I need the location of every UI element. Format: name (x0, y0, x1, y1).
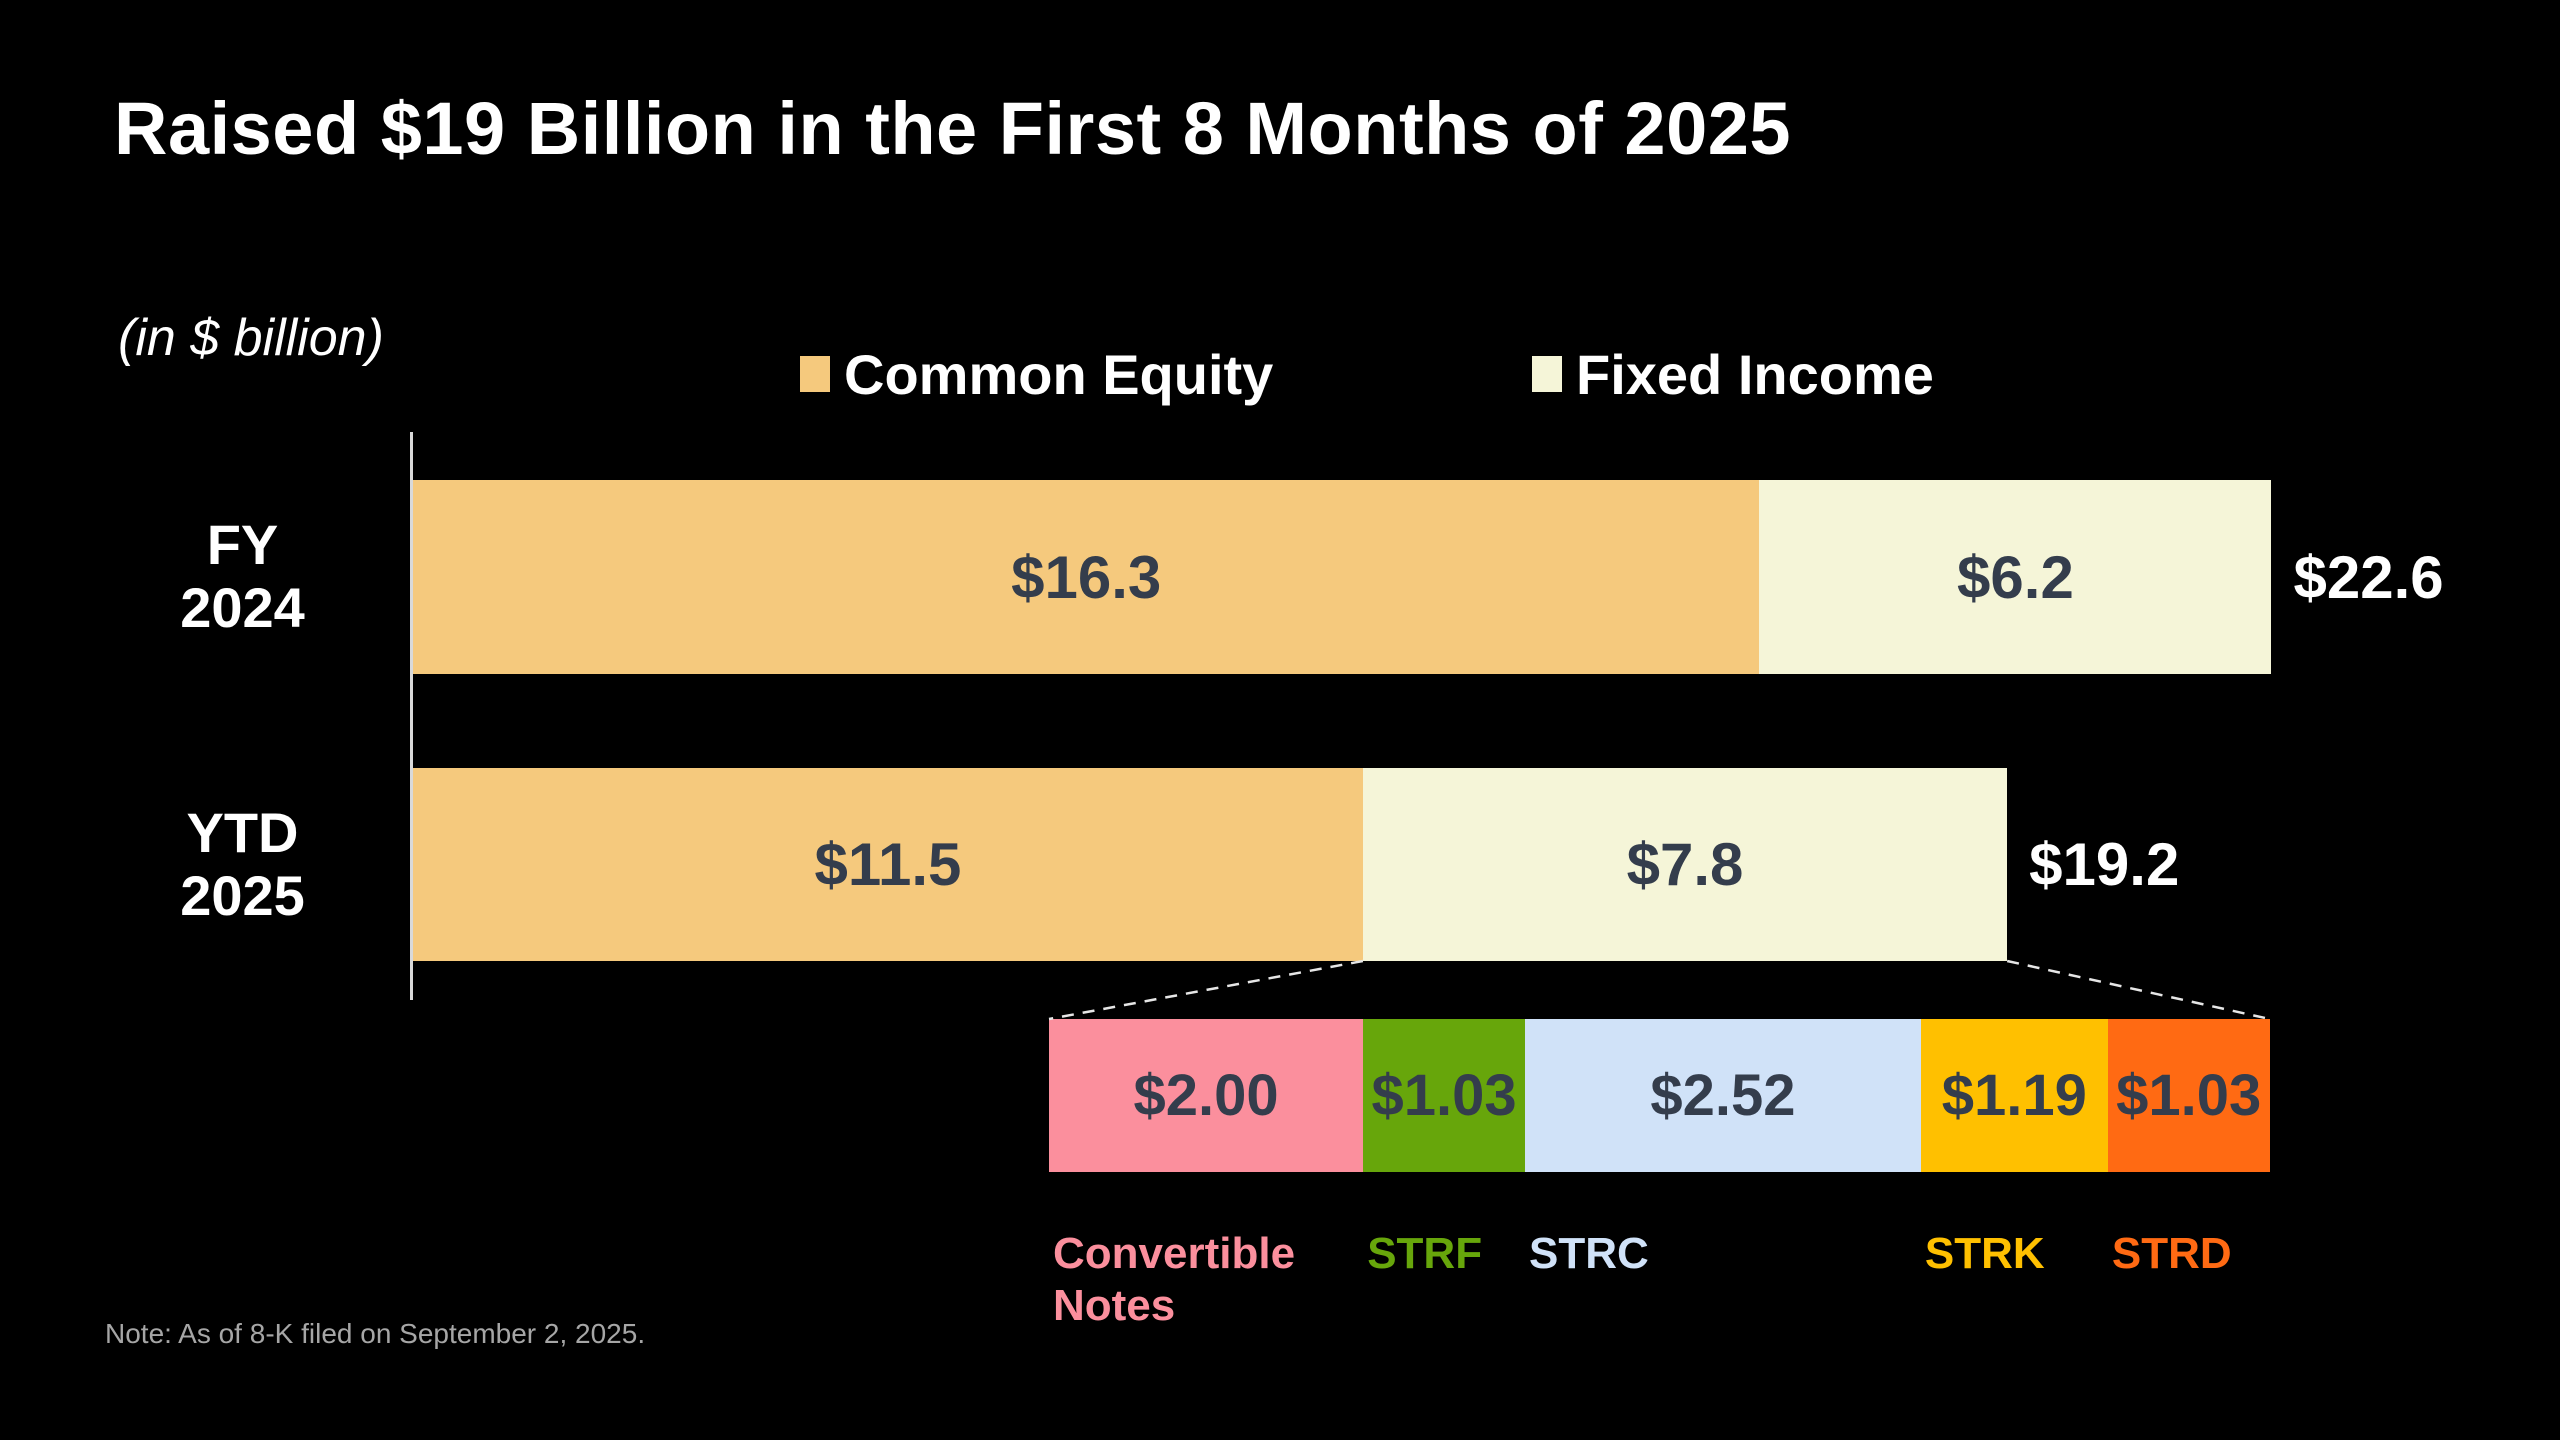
category-label-ytd-2025: YTD 2025 (85, 768, 400, 961)
breakdown-category-label-convertible-notes: Convertible Notes (1053, 1229, 1296, 1330)
bar-value-label: $7.8 (1626, 831, 1744, 898)
legend-item-common-equity: Common Equity (800, 342, 1273, 406)
breakdown-segment-convertible-notes: $2.00 (1049, 1019, 1364, 1172)
breakdown-segment-strk: $1.19 (1920, 1019, 2108, 1172)
breakdown-value-label: $2.52 (1650, 1063, 1796, 1128)
y-axis-line (410, 432, 413, 1000)
bar-segment-fixed-income: $6.2 (1759, 480, 2272, 674)
breakdown-value-label: $1.03 (1371, 1063, 1517, 1128)
category-label-line: 2025 (180, 863, 305, 927)
breakdown-value-label: $1.19 (1941, 1063, 2087, 1128)
bar-segment-common-equity: $11.5 (413, 768, 1363, 961)
breakdown-value-label: $2.00 (1133, 1063, 1279, 1128)
breakdown-category-label-strc: STRC (1529, 1229, 1649, 1278)
legend-label-fixed-income: Fixed Income (1576, 342, 1934, 406)
category-label-line: 2024 (180, 576, 305, 639)
bar-total-label: $19.2 (2029, 831, 2180, 898)
breakdown-category-label-strk: STRK (1924, 1229, 2045, 1278)
category-label-line: FY (206, 513, 279, 577)
bar-value-label: $11.5 (814, 831, 962, 898)
page-title: Raised $19 Billion in the First 8 Months… (114, 87, 1792, 170)
legend-swatch-fixed-income (1532, 356, 1562, 392)
category-label-fy-2024: FY 2024 (85, 480, 400, 674)
unit-note: (in $ billion) (118, 309, 384, 367)
category-label-line: YTD (186, 800, 299, 864)
bar-value-label: $16.3 (1011, 543, 1162, 611)
legend-label-common-equity: Common Equity (844, 342, 1274, 406)
legend-swatch-common-equity (800, 356, 830, 392)
breakdown-segment-strf: $1.03 (1363, 1019, 1525, 1172)
breakdown-category-label-strd: STRD (2111, 1229, 2232, 1278)
breakdown-segment-strd: $1.03 (2107, 1019, 2270, 1172)
breakdown-category-label-strf: STRF (1367, 1229, 1483, 1278)
bar-segment-common-equity: $16.3 (413, 480, 1760, 674)
breakdown-value-label: $1.03 (2116, 1063, 2262, 1128)
footnote: Note: As of 8-K filed on September 2, 20… (105, 1318, 646, 1349)
legend-item-fixed-income: Fixed Income (1532, 342, 1934, 406)
bar-value-label: $6.2 (1957, 543, 2074, 611)
breakdown-segment-strc: $2.52 (1525, 1019, 1921, 1172)
bar-total-label: $22.6 (2293, 543, 2444, 611)
bar-segment-fixed-income: $7.8 (1362, 768, 2008, 961)
